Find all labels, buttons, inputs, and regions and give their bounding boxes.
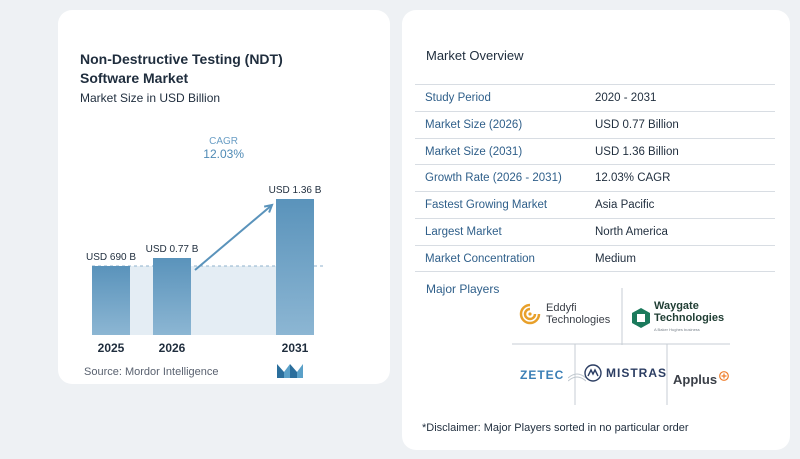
overview-value: 12.03% CAGR xyxy=(595,172,671,185)
x-tick-2026: 2026 xyxy=(159,341,186,355)
bar-chart: USD 690 B 2025 USD 0.77 B 2026 USD 1.36 B 203… xyxy=(86,136,326,355)
overview-row-concentration: Market Concentration Medium xyxy=(415,244,775,272)
overview-label: Market Size (2031) xyxy=(425,145,523,158)
overview-row-market-size-2026: Market Size (2026) USD 0.77 Billion xyxy=(415,110,775,138)
eddyfi-sub: Technologies xyxy=(546,314,611,326)
x-tick-2025: 2025 xyxy=(98,341,125,355)
overview-row-market-size-2031: Market Size (2031) USD 1.36 Billion xyxy=(415,137,775,165)
cagr-label: CAGR xyxy=(209,136,238,147)
bar-2025 xyxy=(92,266,130,335)
waygate-logo: Waygate Technologies A Baker Hughes busi… xyxy=(632,300,724,336)
overview-value: 2020 - 2031 xyxy=(595,92,657,104)
applus-plus-icon xyxy=(719,370,729,381)
cagr-arrowhead xyxy=(263,203,274,213)
mordor-intelligence-logo xyxy=(277,364,303,378)
waygate-mark-icon xyxy=(632,308,650,328)
cagr-value: 12.03% xyxy=(203,147,244,161)
overview-label: Market Concentration xyxy=(425,252,535,265)
overview-label: Market Size (2026) xyxy=(425,118,523,131)
eddyfi-mark-icon xyxy=(519,303,541,325)
data-label-2026: USD 0.77 B xyxy=(146,244,199,255)
overview-table: Study Period 2020 - 2031 Market Size (20… xyxy=(415,84,775,272)
chart-title: Non-Destructive Testing (NDT) Software M… xyxy=(80,51,283,86)
overview-row-growth-rate: Growth Rate (2026 - 2031) 12.03% CAGR xyxy=(415,164,775,191)
eddyfi-name: Eddyfi xyxy=(546,302,577,314)
data-label-2031: USD 1.36 B xyxy=(269,185,322,196)
bar-2031 xyxy=(276,199,314,335)
applus-name: Applus xyxy=(673,372,718,387)
overview-row-largest-market: Largest Market North America xyxy=(415,217,775,245)
overview-row-study-period: Study Period 2020 - 2031 xyxy=(415,84,775,111)
applus-logo: Applus xyxy=(673,370,729,387)
waygate-name: Waygate xyxy=(654,300,699,312)
mistras-mark-icon xyxy=(584,364,602,382)
overview-value: North America xyxy=(595,225,668,238)
mistras-logo: MISTRAS xyxy=(584,364,667,382)
zetec-name: ZETEC xyxy=(520,368,565,382)
mistras-name: MISTRAS xyxy=(606,366,667,380)
source-text: Source: Mordor Intelligence xyxy=(84,366,219,378)
overview-value: Medium xyxy=(595,252,636,265)
bar-2026 xyxy=(153,258,191,335)
overview-label: Largest Market xyxy=(425,225,502,238)
cagr-arrow xyxy=(194,204,273,271)
zetec-logo: ZETEC xyxy=(520,368,587,382)
overview-label: Study Period xyxy=(425,92,491,104)
data-label-2025: USD 690 B xyxy=(86,252,136,263)
overview-label: Growth Rate (2026 - 2031) xyxy=(425,172,562,185)
overview-value: Asia Pacific xyxy=(595,199,655,212)
chart-subtitle: Market Size in USD Billion xyxy=(80,91,221,105)
overview-value: USD 1.36 Billion xyxy=(595,145,679,158)
zetec-wave-icon xyxy=(568,373,587,382)
eddyfi-logo: Eddyfi Technologies xyxy=(518,302,610,326)
overview-title: Market Overview xyxy=(426,48,524,63)
overview-label: Fastest Growing Market xyxy=(425,199,548,212)
waygate-tagline: A Baker Hughes business xyxy=(654,327,700,332)
x-tick-2031: 2031 xyxy=(282,341,309,355)
overview-value: USD 0.77 Billion xyxy=(595,118,679,131)
waygate-sub: Technologies xyxy=(654,312,725,324)
overview-card xyxy=(402,10,790,450)
major-players-title: Major Players xyxy=(426,282,500,296)
overview-row-fastest-growing: Fastest Growing Market Asia Pacific xyxy=(415,191,775,218)
disclaimer-text: *Disclaimer: Major Players sorted in no … xyxy=(422,422,689,434)
